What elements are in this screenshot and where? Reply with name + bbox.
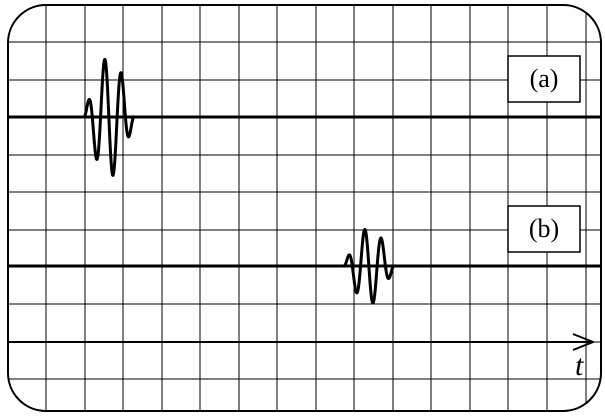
trace-a-label: (a): [530, 64, 559, 93]
trace-b-label: (b): [529, 214, 559, 243]
time-axis-label: t: [575, 349, 584, 382]
